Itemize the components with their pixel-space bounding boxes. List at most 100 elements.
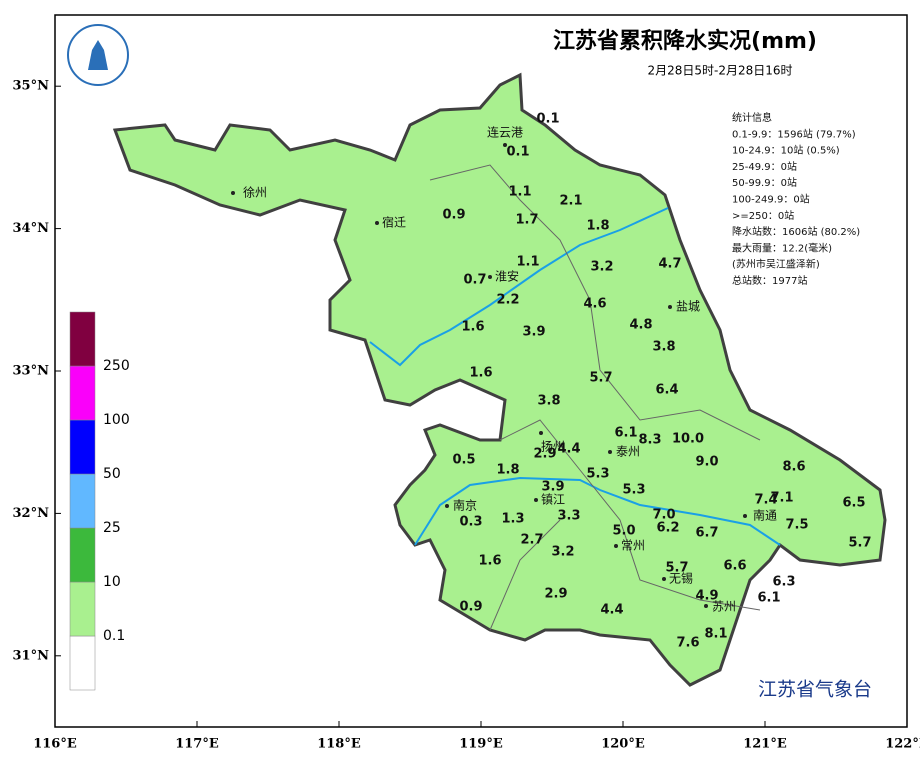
value-label: 8.3 (638, 433, 661, 448)
value-label: 2.9 (544, 587, 567, 602)
legend-swatch (69, 635, 96, 691)
value-label: 4.4 (600, 603, 623, 618)
stats-line: 10-24.9：10站 (0.5%) (732, 144, 840, 157)
stats-line: 总站数：1977站 (732, 274, 807, 287)
city-dot (231, 191, 235, 195)
province (112, 72, 887, 687)
value-label: 1.1 (516, 255, 539, 270)
legend-label: 0.1 (103, 628, 125, 644)
value-label: 5.7 (848, 536, 871, 551)
river (369, 207, 669, 367)
value-label: 6.5 (842, 496, 865, 511)
logo-icon (88, 40, 108, 70)
legend-swatch (69, 527, 96, 583)
city-label: 无锡 (669, 571, 693, 586)
value-label: 0.3 (459, 515, 482, 530)
value-label: 2.2 (496, 293, 519, 308)
city-dot (608, 450, 612, 454)
y-tick-label: 31°N (13, 648, 50, 663)
stats-line: (苏州市吴江盛泽新) (732, 258, 820, 271)
city-dot (503, 143, 507, 147)
city-label: 淮安 (495, 269, 519, 284)
stats-line: 100-249.9：0站 (732, 193, 810, 206)
stats-line: 统计信息 (732, 111, 772, 124)
city-dot (668, 305, 672, 309)
city-dot (743, 514, 747, 518)
stats-line: 降水站数：1606站 (80.2%) (732, 225, 860, 238)
value-label: 4.8 (629, 318, 652, 333)
value-label: 6.3 (772, 575, 795, 590)
value-label: 8.1 (704, 627, 727, 642)
value-label: 7.6 (676, 636, 699, 651)
value-label: 1.6 (469, 366, 492, 381)
value-label: 1.8 (496, 463, 519, 478)
city-dot (534, 498, 538, 502)
value-label: 5.7 (589, 371, 612, 386)
city-label: 泰州 (616, 445, 640, 459)
value-label: 7.5 (785, 518, 808, 533)
value-label: 1.8 (586, 219, 609, 234)
value-label: 7.1 (770, 491, 793, 506)
value-label: 1.7 (515, 213, 538, 228)
value-label: 5.3 (622, 483, 645, 498)
city-label: 连云港 (487, 125, 523, 140)
city-dot (539, 431, 543, 435)
legend-swatch (69, 365, 96, 421)
x-tick-label: 116°E (33, 737, 77, 752)
legend-label: 25 (103, 520, 121, 536)
value-label: 1.1 (508, 185, 531, 200)
legend-label: 250 (103, 358, 130, 374)
value-label: 2.7 (520, 533, 543, 548)
legend-swatch (69, 419, 96, 475)
city-label: 南京 (453, 498, 477, 513)
value-label: 3.2 (590, 260, 613, 275)
value-label: 1.6 (461, 320, 484, 335)
layer: 116°E 117°E 118°E 119°E 120°E 121°E 122°E 31°N 3… (13, 79, 920, 752)
stats-line: 最大雨量：12.2(毫米) (732, 241, 832, 254)
value-label: 8.6 (782, 460, 805, 475)
value-label: 3.9 (541, 480, 564, 495)
y-tick-label: 33°N (13, 364, 50, 379)
x-tick-label: 117°E (175, 737, 219, 752)
value-label: 4.7 (658, 257, 681, 272)
value-label: 3.9 (522, 325, 545, 340)
value-label: 3.2 (551, 545, 574, 560)
value-label: 6.6 (723, 559, 746, 574)
city-label: 盐城 (676, 300, 700, 314)
value-label: 5.7 (665, 561, 688, 576)
city-label: 镇江 (541, 493, 565, 507)
y-tick-label: 32°N (13, 506, 50, 521)
value-label: 0.5 (452, 453, 475, 468)
value-label: 5.0 (612, 524, 635, 539)
value-label: 0.7 (463, 273, 486, 288)
city-dot (614, 544, 618, 548)
x-tick-label: 121°E (743, 737, 787, 752)
province-outline (112, 72, 887, 687)
city-label: 苏州 (712, 600, 736, 614)
legend-swatch (69, 311, 96, 367)
value-label: 4.6 (583, 297, 606, 312)
city-label: 宿迁 (382, 215, 406, 230)
logo (67, 24, 129, 86)
city-dot (704, 604, 708, 608)
value-label: 7.0 (652, 508, 675, 523)
value-label: 0.1 (506, 145, 529, 160)
stats-line: 0.1-9.9：1596站 (79.7%) (732, 127, 856, 140)
value-label: 10.0 (672, 432, 704, 447)
value-label: 6.7 (695, 526, 718, 541)
x-tick-label: 122°E (885, 737, 920, 752)
city-label: 常州 (621, 539, 645, 553)
value-label: 3.3 (557, 509, 580, 524)
value-label: 6.1 (757, 591, 780, 606)
footer: 江苏省气象台 (758, 679, 872, 701)
value-label: 0.1 (536, 112, 559, 127)
value-label: 7.4 (754, 493, 777, 508)
value-label: 1.6 (478, 554, 501, 569)
city-dot (445, 504, 449, 508)
value-label: 1.3 (501, 512, 524, 527)
subtitle: 2月28日5时-2月28日16时 (647, 64, 792, 78)
value-label: 2.9 (533, 447, 556, 462)
x-tick-label: 118°E (317, 737, 361, 752)
city-label: 扬州 (541, 439, 565, 454)
